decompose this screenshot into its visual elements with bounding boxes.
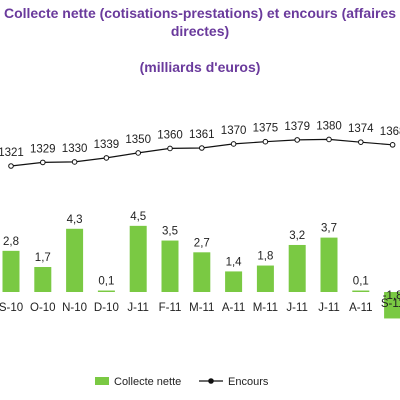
legend-swatch-collecte xyxy=(95,377,109,385)
bar-A-11 xyxy=(225,271,243,292)
bar-S-10 xyxy=(2,250,20,292)
bar-value-label: 3,7 xyxy=(321,223,337,235)
encours-value-label: 1360 xyxy=(157,129,183,141)
encours-value-label: 1368 xyxy=(380,126,400,138)
encours-value-label: 1329 xyxy=(30,143,56,155)
bar-M-11 xyxy=(256,265,274,292)
encours-value-label: 1380 xyxy=(316,120,342,132)
encours-point xyxy=(389,142,396,148)
encours-point xyxy=(40,159,46,166)
x-tick-label: S-11 xyxy=(381,298,400,310)
bar-value-label: 2,8 xyxy=(3,236,19,248)
encours-value-label: 1379 xyxy=(284,121,310,133)
encours-point xyxy=(262,138,269,145)
bar-value-label: 1,4 xyxy=(226,256,243,268)
x-tick-label: F-11 xyxy=(159,302,182,314)
bar-value-label: 4,5 xyxy=(130,211,146,223)
chart-subtitle: (milliards d'euros) xyxy=(139,59,261,75)
encours-value-label: 1370 xyxy=(221,125,247,137)
encours-point xyxy=(103,155,110,161)
encours-value-label: 1339 xyxy=(94,139,120,151)
bar-M-11 xyxy=(193,252,211,292)
encours-value-label: 1361 xyxy=(189,129,215,141)
encours-point xyxy=(294,137,301,143)
bar-value-label: -1,8 xyxy=(383,290,400,302)
bar-D-10 xyxy=(97,290,115,292)
x-tick-label: J-11 xyxy=(286,302,308,314)
x-tick-label: M-11 xyxy=(189,302,214,314)
bar-A-11 xyxy=(352,290,370,292)
encours-point xyxy=(8,163,14,169)
x-tick-label: D-10 xyxy=(94,302,119,314)
x-tick-label: A-11 xyxy=(222,302,245,314)
encours-point xyxy=(135,150,141,156)
encours-point xyxy=(167,145,173,152)
bar-value-label: 2,7 xyxy=(194,237,210,249)
bar-value-label: 0,1 xyxy=(98,276,114,288)
x-tick-label: A-11 xyxy=(349,302,372,314)
bar-J-11 xyxy=(129,225,147,292)
encours-value-label: 1330 xyxy=(62,143,88,155)
x-tick-label: J-11 xyxy=(318,302,340,314)
bar-N-10 xyxy=(66,228,84,292)
bar-value-label: 4,3 xyxy=(67,214,83,226)
bar-value-label: 3,5 xyxy=(162,226,178,238)
bar-O-10 xyxy=(34,267,52,292)
encours-point xyxy=(199,145,205,151)
bar-value-label: 0,1 xyxy=(353,276,369,288)
bar-value-label: 1,8 xyxy=(257,251,273,263)
x-tick-label: O-10 xyxy=(30,302,56,314)
x-tick-label: S-10 xyxy=(0,302,23,314)
encours-point xyxy=(358,139,364,145)
x-tick-label: J-11 xyxy=(127,302,149,314)
bar-F-11 xyxy=(161,240,179,292)
bar-value-label: 1,7 xyxy=(35,252,51,264)
encours-value-label: 1350 xyxy=(125,134,151,146)
encours-value-label: 1321 xyxy=(0,147,24,159)
x-tick-label: N-10 xyxy=(62,302,87,314)
encours-point xyxy=(230,141,237,147)
bar-S-11 xyxy=(384,292,400,319)
bar-J-11 xyxy=(288,244,306,292)
chart-title: Collecte nette (cotisations-prestations)… xyxy=(3,5,397,39)
encours-point xyxy=(326,136,332,143)
encours-point xyxy=(71,159,78,165)
x-tick-label: M-11 xyxy=(253,302,278,314)
legend-marker-encours xyxy=(208,378,214,384)
bar-value-label: 3,2 xyxy=(289,230,305,242)
legend-label-collecte: Collecte nette xyxy=(114,376,181,388)
bar-J-11 xyxy=(320,237,338,292)
legend-label-encours: Encours xyxy=(228,376,269,388)
encours-value-label: 1375 xyxy=(253,123,279,135)
encours-value-label: 1374 xyxy=(348,123,374,135)
